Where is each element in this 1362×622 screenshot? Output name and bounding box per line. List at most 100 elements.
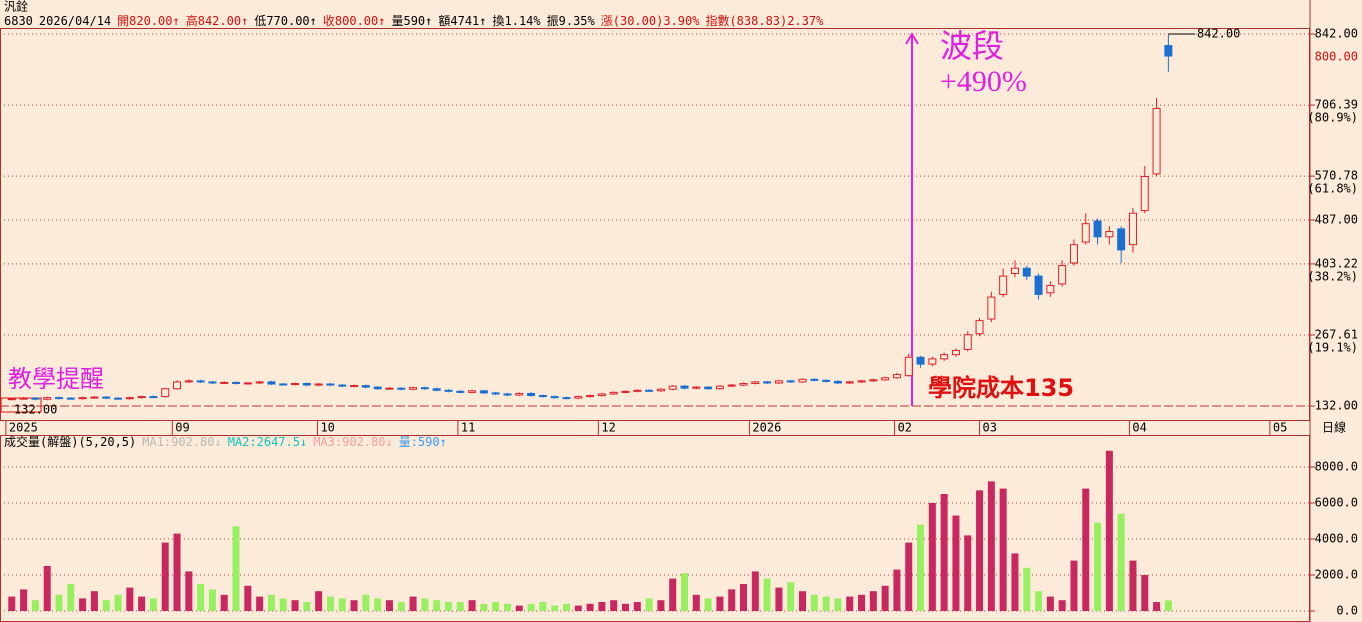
volume-bar xyxy=(267,594,275,611)
candle-body xyxy=(786,380,795,383)
candle-body xyxy=(1117,228,1126,251)
candle-body xyxy=(715,385,724,390)
candle-body xyxy=(810,378,819,381)
candle-body xyxy=(904,356,913,377)
volume-bar xyxy=(1082,488,1090,611)
volume-bar xyxy=(586,603,594,611)
candle-body xyxy=(668,385,677,390)
volume-bar xyxy=(799,591,807,611)
candle-body xyxy=(43,397,52,400)
volume-bar xyxy=(846,596,854,611)
volume-tick-label: 6000.0 xyxy=(1315,495,1358,509)
candle-body xyxy=(940,354,949,360)
volume-bar xyxy=(928,502,936,611)
candle-body xyxy=(255,381,264,384)
volume-bar xyxy=(303,601,311,611)
volume-tick-label: 8000.0 xyxy=(1315,459,1358,473)
candle-body xyxy=(1010,267,1019,274)
volume-bar xyxy=(90,591,98,611)
candle-body xyxy=(538,395,547,398)
volume-tick-label: 2000.0 xyxy=(1315,567,1358,581)
x-tick-label: 12 xyxy=(601,421,615,435)
candle-body xyxy=(243,382,252,385)
y-tick-label: 706.39 xyxy=(1315,98,1358,112)
candle-body xyxy=(1058,265,1067,285)
volume-bar xyxy=(987,481,995,611)
volume-bar xyxy=(893,569,901,611)
candle-body xyxy=(66,397,75,400)
volume-bar xyxy=(126,587,134,611)
volume-bar xyxy=(173,533,181,611)
volume-bar xyxy=(539,601,547,611)
candle-body xyxy=(31,397,40,400)
candle-body xyxy=(574,396,583,399)
candle-body xyxy=(763,381,772,384)
candle-body xyxy=(1128,212,1137,246)
volume-bar xyxy=(940,493,948,611)
volume-bar xyxy=(397,601,405,611)
fib-label: (61.8%) xyxy=(1307,182,1358,196)
candle-body xyxy=(373,386,382,390)
volume-bar xyxy=(527,603,535,611)
volume-bar xyxy=(1023,567,1031,611)
candle-body xyxy=(704,386,713,390)
candle-body xyxy=(102,396,111,399)
quote-line: 6830 2026/04/14 開820.00↑ 高842.00↑ 低770.00↑ 收8… xyxy=(4,13,824,28)
volume-bar xyxy=(149,598,157,611)
candle-body xyxy=(527,392,536,397)
cost-label: 132.00 xyxy=(14,403,57,417)
candle-body xyxy=(845,381,854,384)
volume-bar xyxy=(999,488,1007,611)
period: 日線 xyxy=(1322,420,1346,435)
candle-body xyxy=(692,386,701,389)
volume-bar xyxy=(704,598,712,611)
y-tick-label: 403.22 xyxy=(1315,256,1358,270)
volume-bar xyxy=(881,585,889,611)
volume-bar xyxy=(964,535,972,611)
volume-tick-label: 0.0 xyxy=(1336,603,1358,617)
candle-body xyxy=(881,377,890,381)
quote-item: 量590↑ xyxy=(391,14,432,28)
volume-bar xyxy=(787,582,795,611)
volume-bar xyxy=(1141,574,1149,611)
volume-bar xyxy=(1164,600,1172,611)
candle-body xyxy=(361,385,370,388)
volume-bar xyxy=(468,600,476,611)
volume-bar xyxy=(1070,560,1078,611)
wave-label: 波段 xyxy=(940,27,1004,65)
candle-body xyxy=(420,387,429,390)
candle-body xyxy=(196,380,205,383)
candle-body xyxy=(1140,176,1149,212)
volume-bar xyxy=(338,598,346,611)
stock-name: 汎銓 xyxy=(4,0,28,14)
volume-bar xyxy=(480,603,488,611)
candle-body xyxy=(19,397,28,400)
volume-bar xyxy=(869,591,877,611)
volume-bar xyxy=(952,515,960,611)
volume-bar xyxy=(279,598,287,611)
candle-body xyxy=(173,381,182,390)
candle-body xyxy=(975,320,984,335)
volume-bar xyxy=(633,601,641,611)
candle-body xyxy=(633,389,642,392)
volume-legend-item: MA3:902.80↓ xyxy=(313,435,392,449)
candle-body xyxy=(503,393,512,396)
volume-bar xyxy=(138,596,146,611)
volume-legend-item: MA2:2647.5↓ xyxy=(228,435,307,449)
candle-body xyxy=(468,390,477,393)
volume-bar xyxy=(326,596,334,611)
x-tick-label: 10 xyxy=(320,421,334,435)
candle-body xyxy=(798,378,807,383)
candle-body xyxy=(1105,231,1114,238)
candle-body xyxy=(397,387,406,390)
volume-bar xyxy=(492,601,500,611)
candle-body xyxy=(680,385,689,389)
volume-bar xyxy=(751,571,759,611)
volume-bar xyxy=(503,603,511,611)
volume-bar xyxy=(515,605,523,611)
x-tick-label: 02 xyxy=(898,421,912,435)
candle-body xyxy=(220,381,229,384)
volume-bar xyxy=(1094,522,1102,611)
